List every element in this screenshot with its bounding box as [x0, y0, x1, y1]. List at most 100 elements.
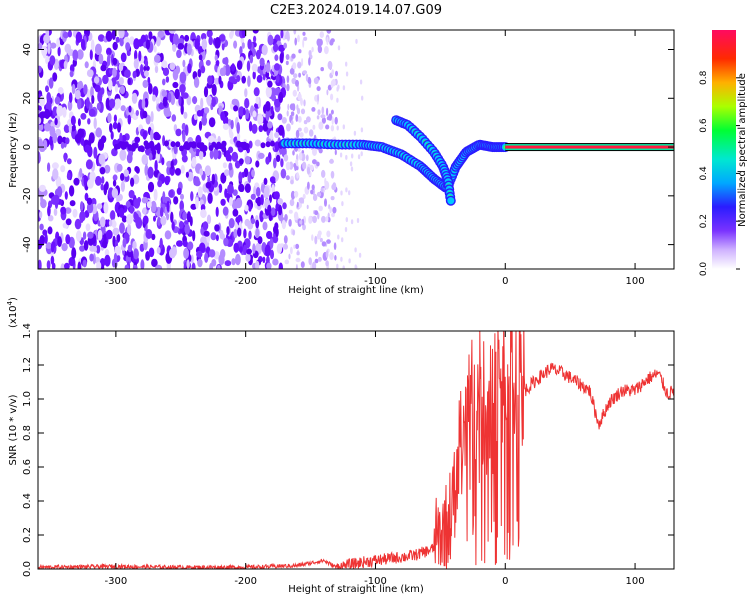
- noise-speckle: [357, 154, 361, 160]
- noise-speckle: [71, 83, 76, 95]
- noise-speckle: [203, 86, 209, 98]
- noise-speckle: [82, 231, 87, 240]
- noise-speckle: [341, 237, 344, 243]
- noise-speckle: [38, 138, 44, 150]
- noise-speckle: [330, 125, 335, 132]
- noise-speckle: [50, 241, 55, 253]
- noise-speckle: [326, 230, 331, 238]
- noise-speckle: [297, 61, 302, 69]
- noise-speckle: [119, 149, 127, 161]
- noise-speckle: [102, 74, 109, 85]
- noise-speckle: [214, 143, 220, 150]
- noise-speckle: [111, 30, 116, 41]
- noise-speckle: [196, 250, 203, 258]
- noise-speckle: [179, 220, 184, 229]
- noise-speckle: [292, 229, 296, 236]
- snr-x-ticks: -300 -200 -100 0 100: [105, 331, 645, 587]
- noise-speckle: [293, 73, 298, 79]
- noise-speckle: [329, 39, 334, 46]
- noise-speckle: [90, 86, 94, 98]
- noise-speckle: [101, 176, 105, 184]
- noise-speckle: [265, 109, 270, 122]
- noise-speckle: [337, 234, 340, 240]
- noise-speckle: [265, 101, 271, 112]
- noise-speckle: [99, 216, 106, 228]
- noise-speckle: [331, 69, 335, 76]
- heatmap-x-tick-label: 100: [626, 276, 645, 287]
- noise-speckle: [120, 52, 127, 63]
- noise-speckle: [324, 198, 327, 207]
- noise-speckle: [208, 249, 216, 258]
- noise-speckle: [173, 196, 179, 205]
- noise-speckle: [105, 229, 113, 240]
- noise-speckle: [330, 170, 335, 179]
- noise-speckle: [43, 139, 48, 151]
- noise-speckle: [38, 123, 44, 131]
- noise-speckle: [329, 252, 334, 261]
- noise-speckle: [264, 244, 271, 257]
- noise-speckle: [221, 140, 227, 147]
- noise-speckle: [271, 207, 276, 217]
- noise-speckle: [95, 127, 102, 138]
- noise-speckle: [239, 46, 243, 56]
- noise-speckle: [71, 247, 77, 260]
- noise-speckle: [96, 261, 102, 269]
- noise-speckle: [310, 189, 314, 195]
- noise-speckle: [312, 147, 317, 156]
- noise-speckle: [222, 123, 229, 130]
- noise-speckle: [360, 151, 363, 157]
- noise-speckle: [321, 106, 325, 115]
- noise-speckle: [179, 145, 184, 152]
- noise-speckle: [303, 126, 309, 134]
- noise-speckle: [281, 219, 287, 230]
- noise-speckle: [168, 30, 176, 34]
- noise-speckle: [325, 124, 330, 130]
- noise-speckle: [309, 164, 314, 171]
- noise-speckle: [56, 38, 60, 48]
- noise-speckle: [180, 85, 184, 98]
- noise-speckle: [214, 224, 220, 232]
- noise-speckle: [60, 141, 65, 149]
- noise-speckle: [65, 218, 72, 226]
- noise-speckle: [88, 108, 96, 117]
- noise-speckle: [252, 110, 257, 118]
- noise-speckle: [344, 227, 348, 232]
- noise-speckle: [147, 142, 153, 149]
- noise-speckle: [129, 36, 135, 45]
- noise-speckle: [121, 134, 127, 143]
- noise-speckle: [235, 216, 241, 223]
- noise-speckle: [159, 237, 163, 250]
- noise-speckle: [186, 43, 192, 56]
- noise-speckle: [269, 194, 272, 203]
- noise-speckle: [134, 50, 138, 61]
- noise-speckle: [320, 187, 324, 193]
- noise-speckle: [337, 45, 341, 51]
- noise-speckle: [320, 114, 326, 119]
- noise-speckle: [89, 253, 94, 262]
- noise-speckle: [242, 141, 248, 148]
- noise-speckle: [238, 171, 243, 182]
- noise-speckle: [69, 70, 74, 78]
- noise-speckle: [172, 81, 179, 89]
- noise-speckle: [172, 69, 179, 81]
- noise-speckle: [176, 240, 183, 247]
- noise-speckle: [56, 105, 64, 117]
- noise-speckle: [85, 97, 90, 109]
- noise-speckle: [220, 111, 226, 121]
- noise-speckle: [99, 258, 106, 267]
- noise-speckle: [297, 93, 302, 101]
- noise-speckle: [151, 258, 158, 268]
- noise-speckle: [198, 150, 204, 160]
- noise-speckle: [53, 208, 58, 217]
- noise-speckle: [172, 43, 177, 53]
- noise-speckle: [146, 201, 152, 209]
- noise-speckle: [110, 210, 116, 221]
- noise-speckle: [199, 168, 204, 176]
- noise-speckle: [296, 172, 299, 179]
- noise-speckle: [57, 87, 64, 95]
- noise-speckle: [93, 245, 97, 253]
- noise-speckle: [160, 215, 167, 226]
- noise-speckle: [120, 180, 125, 192]
- noise-speckle: [100, 64, 107, 72]
- noise-speckle: [51, 262, 56, 269]
